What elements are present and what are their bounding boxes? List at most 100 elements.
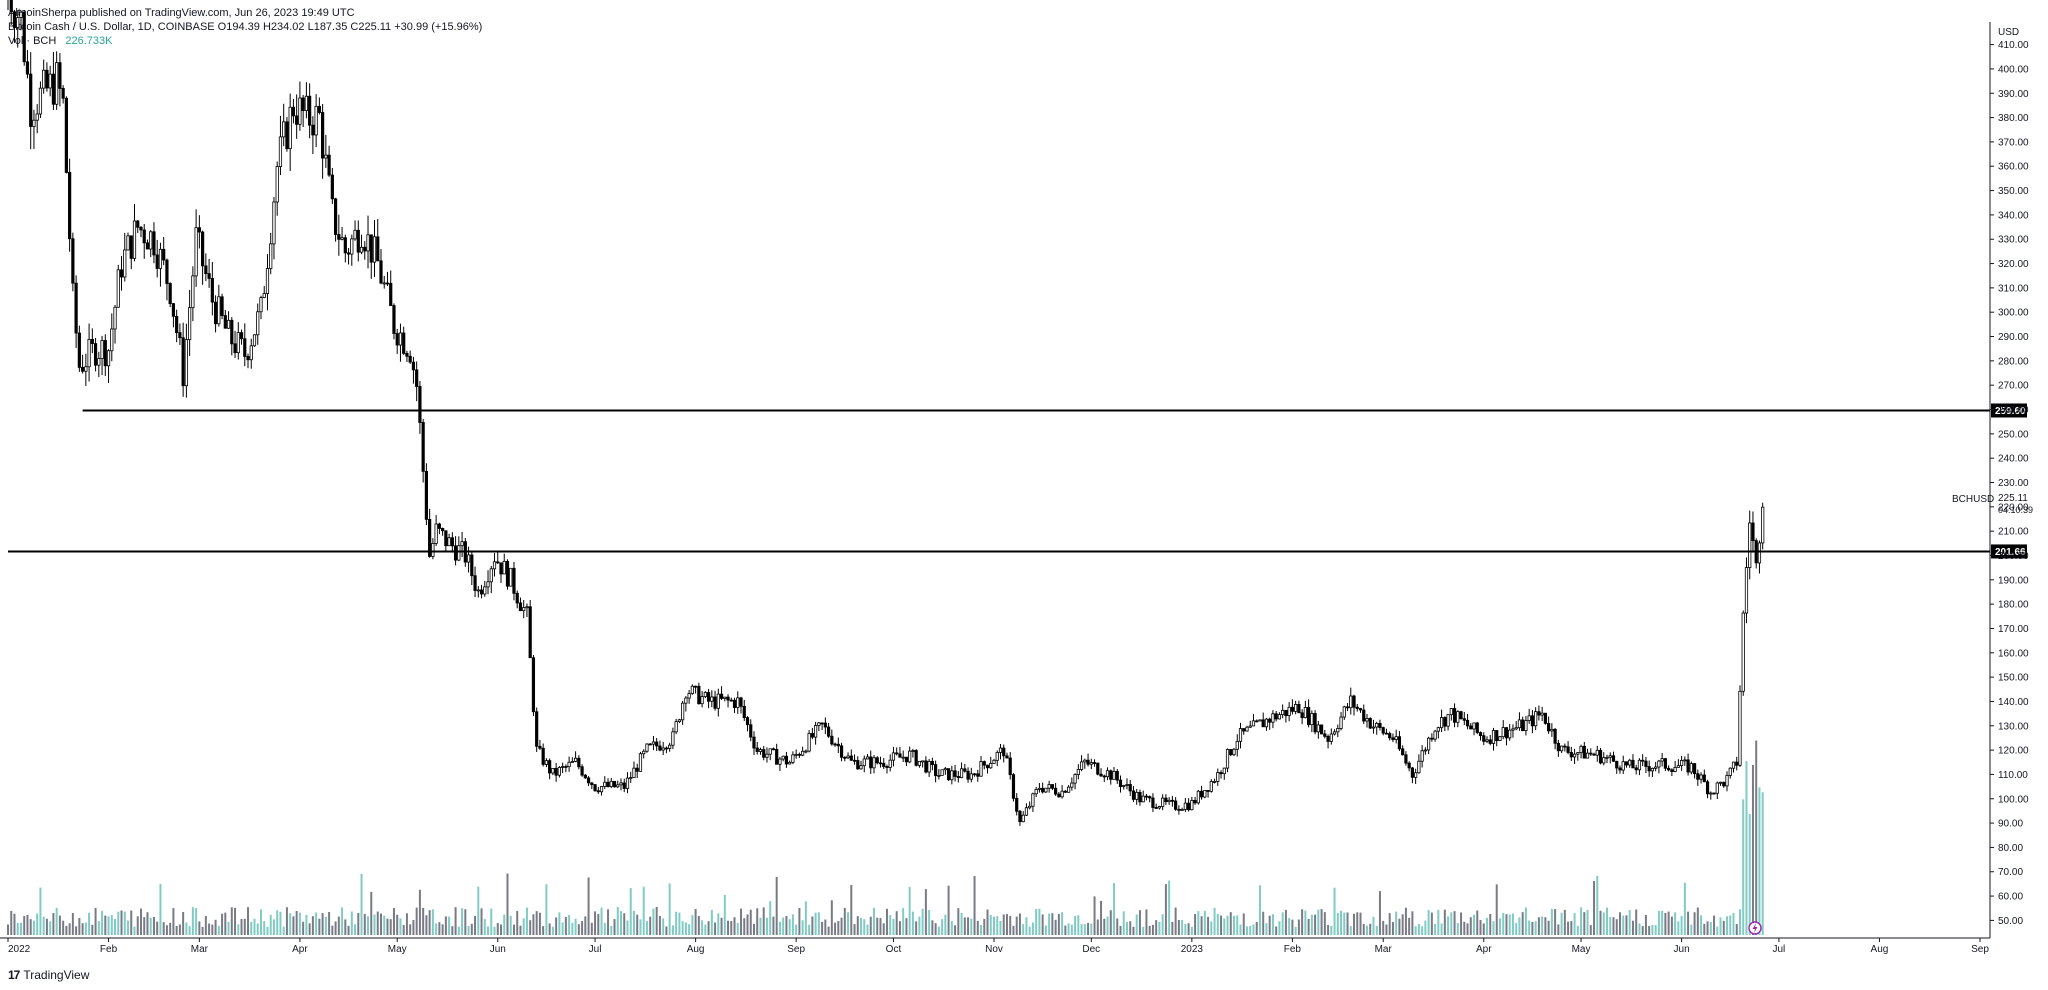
volume-bar bbox=[872, 907, 875, 935]
candle-body bbox=[1537, 711, 1541, 716]
candle-body bbox=[1404, 754, 1408, 764]
candle-body bbox=[265, 268, 270, 294]
volume-bar bbox=[1687, 911, 1690, 935]
price-axis[interactable]: USD 50.00 60.00 70.00 80.00 90.00 100.00 110.0… bbox=[1989, 22, 2029, 938]
volume-bar bbox=[298, 912, 301, 935]
y-tick-label: 260.00 bbox=[1998, 405, 2029, 416]
volume-bar bbox=[522, 918, 525, 935]
x-tick-label: Dec bbox=[1082, 944, 1100, 955]
candle-body bbox=[1615, 760, 1619, 769]
time-axis[interactable]: 2022 Feb Mar Apr May Jun Jul Aug Sep Oct Nov Dec 202… bbox=[0, 937, 1990, 955]
candle-body bbox=[930, 760, 934, 765]
candle-body bbox=[732, 699, 737, 708]
candle-body bbox=[103, 340, 107, 367]
candle-body bbox=[596, 790, 600, 793]
y-tick-label: 400.00 bbox=[1998, 64, 2029, 75]
volume-bar bbox=[895, 911, 898, 935]
volume-bar bbox=[305, 914, 308, 935]
volume-bar bbox=[1252, 924, 1255, 935]
volume-bar bbox=[1109, 910, 1112, 935]
candle-body bbox=[155, 254, 159, 269]
event-marker[interactable] bbox=[1748, 921, 1762, 935]
candle-body bbox=[282, 121, 286, 138]
candle-body bbox=[184, 339, 188, 387]
candle-body bbox=[330, 174, 334, 200]
volume-bar bbox=[1537, 917, 1540, 935]
candle-body bbox=[1452, 708, 1457, 723]
volume-bar bbox=[1696, 907, 1699, 935]
volume-bar bbox=[97, 921, 100, 935]
candle-body bbox=[1089, 762, 1093, 765]
candle-body bbox=[586, 777, 591, 784]
volume-bar bbox=[1365, 925, 1368, 935]
y-tick-label: 410.00 bbox=[1998, 40, 2029, 51]
volume-bar bbox=[438, 922, 441, 935]
candle-body bbox=[943, 768, 947, 771]
candle-body bbox=[1637, 759, 1642, 771]
candle-body bbox=[1034, 789, 1038, 795]
volume-bar bbox=[133, 926, 136, 935]
chart-header: AltcoinSherpa published on TradingView.c… bbox=[8, 6, 482, 48]
volume-bar bbox=[869, 916, 872, 935]
volume-bar bbox=[989, 915, 992, 935]
candle-body bbox=[1177, 808, 1181, 811]
volume-bar bbox=[114, 919, 117, 935]
volume-bar bbox=[477, 886, 480, 935]
volume-bar bbox=[1035, 909, 1038, 935]
volume-bar bbox=[993, 916, 995, 935]
volume-bar bbox=[817, 912, 820, 935]
volume-bar bbox=[1220, 915, 1223, 935]
volume-bar bbox=[318, 918, 321, 935]
candle-body bbox=[1183, 802, 1187, 810]
volume-bar bbox=[389, 919, 392, 935]
volume-bar bbox=[1557, 924, 1560, 935]
x-tick-label: Jun bbox=[490, 944, 506, 955]
candle-body bbox=[343, 237, 347, 254]
volume-bar bbox=[1074, 915, 1077, 935]
volume-bar bbox=[1606, 907, 1609, 935]
volume-bar bbox=[814, 912, 817, 935]
candle-body bbox=[778, 758, 782, 765]
volume-bar bbox=[1236, 915, 1239, 935]
volume-bar bbox=[1434, 923, 1437, 935]
volume-bar bbox=[1213, 907, 1216, 935]
horizontal-lines[interactable]: 259.60 201.66 bbox=[8, 403, 2027, 559]
volume-bar bbox=[911, 911, 914, 935]
volume-bar bbox=[474, 915, 477, 935]
volume-bar bbox=[1090, 923, 1093, 935]
candle-body bbox=[1154, 807, 1158, 809]
y-tick-label: 100.00 bbox=[1998, 794, 2029, 805]
volume-bar bbox=[354, 924, 357, 935]
candle-body bbox=[113, 306, 117, 330]
candle-body bbox=[447, 537, 451, 547]
volume-bar bbox=[1223, 918, 1226, 935]
volume-bar bbox=[363, 913, 366, 935]
candle-body bbox=[1647, 766, 1651, 772]
volume-bar bbox=[1732, 912, 1735, 935]
x-tick-label: Apr bbox=[292, 944, 308, 955]
candle-body bbox=[1712, 792, 1716, 795]
volume-bar bbox=[594, 911, 597, 935]
candle-body bbox=[1566, 746, 1570, 753]
volume-bar bbox=[1080, 924, 1083, 935]
volume-bar bbox=[795, 924, 798, 935]
volume-bar bbox=[493, 926, 496, 935]
volume-bar bbox=[749, 909, 752, 935]
volume-bar bbox=[830, 900, 833, 935]
volume-bar bbox=[1327, 924, 1330, 935]
volume-bar bbox=[208, 923, 211, 935]
candle-body bbox=[230, 319, 234, 345]
volume-bar bbox=[843, 907, 846, 935]
volume-bar bbox=[1119, 925, 1122, 935]
candle-body bbox=[1611, 755, 1616, 762]
x-tick-label: Jul bbox=[589, 944, 602, 955]
volume-bar bbox=[1226, 915, 1229, 935]
volume-bar bbox=[1547, 920, 1550, 935]
volume-bar bbox=[765, 917, 768, 935]
volume-bar bbox=[162, 922, 165, 935]
volume-bar bbox=[467, 925, 470, 935]
candle-body bbox=[1381, 727, 1385, 734]
volume-bar bbox=[876, 917, 879, 935]
candle-body bbox=[807, 733, 811, 752]
